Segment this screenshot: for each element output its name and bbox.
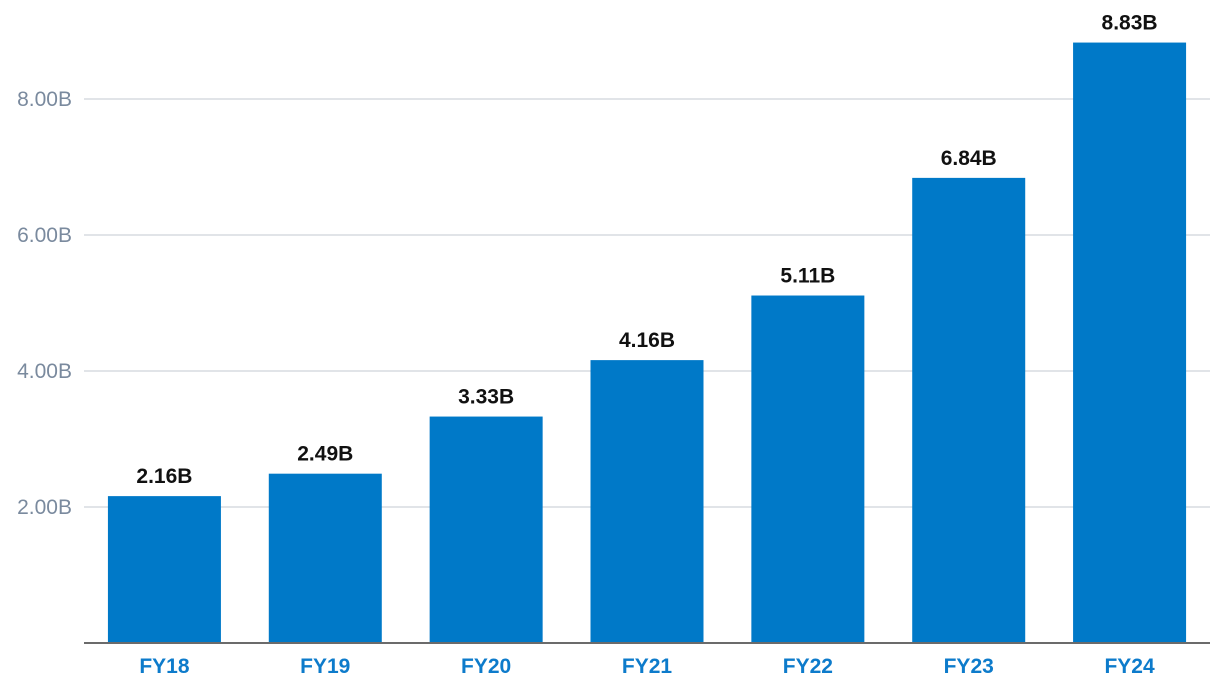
x-tick-label: FY18: [139, 655, 190, 678]
y-tick-label: 8.00B: [17, 88, 72, 111]
bar: [268, 473, 382, 643]
x-tick-label: FY20: [461, 655, 511, 678]
data-label: 3.33B: [458, 386, 514, 409]
data-label: 2.49B: [297, 443, 353, 466]
bar: [751, 295, 865, 643]
x-tick-label: FY24: [1104, 655, 1155, 678]
y-tick-label: 6.00B: [17, 224, 72, 247]
data-label: 8.83B: [1102, 12, 1158, 35]
x-tick-label: FY21: [622, 655, 673, 678]
x-tick-label: FY23: [944, 655, 994, 678]
y-tick-label: 2.00B: [17, 496, 72, 519]
bar: [590, 360, 704, 643]
data-labels: 2.16B 2.49B 3.33B 4.16B 5.11B 6.84B 8.83B: [136, 12, 1157, 489]
x-tick-label: FY22: [783, 655, 833, 678]
x-axis-tick-labels: FY18 FY19 FY20 FY21 FY22 FY23 FY24: [139, 655, 1155, 678]
y-tick-label: 4.00B: [17, 360, 72, 383]
data-label: 6.84B: [941, 147, 997, 170]
data-label: 5.11B: [780, 265, 835, 288]
bars: [107, 42, 1187, 644]
bar: [912, 177, 1026, 643]
bar: [107, 496, 221, 643]
data-label: 2.16B: [136, 465, 192, 488]
bar: [1073, 42, 1187, 644]
bar: [429, 416, 543, 643]
y-axis-tick-labels: 2.00B 4.00B 6.00B 8.00B: [17, 88, 72, 519]
data-label: 4.16B: [619, 329, 675, 352]
x-tick-label: FY19: [300, 655, 350, 678]
